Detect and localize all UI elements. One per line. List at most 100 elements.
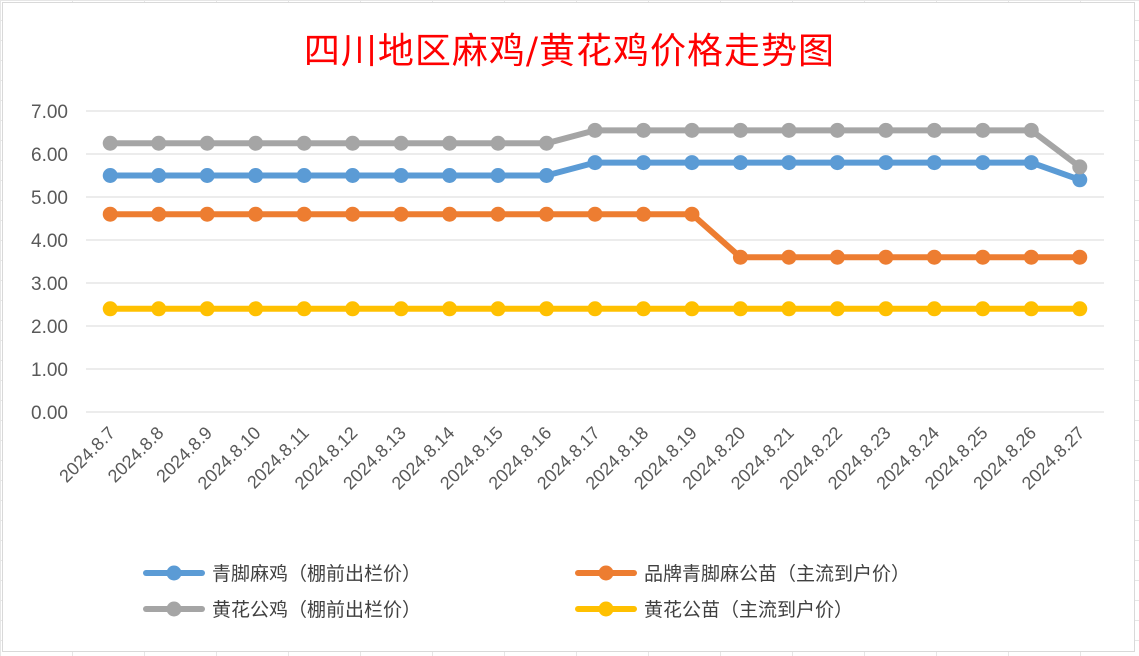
data-point	[829, 249, 845, 265]
chart-title: 四川地区麻鸡/黄花鸡价格走势图	[303, 31, 836, 72]
data-point	[345, 168, 361, 183]
data-point	[1023, 249, 1039, 265]
data-point	[781, 122, 797, 138]
y-tick-label: 3.00	[31, 274, 68, 295]
y-axis-tick-labels: 0.00 1.00 2.00 3.00 4.00 5.00 6.00 7.00	[31, 102, 68, 424]
data-point	[1072, 159, 1088, 175]
data-point	[248, 168, 264, 183]
data-point	[1023, 122, 1039, 138]
data-point	[442, 135, 458, 151]
data-point	[539, 135, 555, 151]
data-point	[442, 206, 458, 222]
data-point	[975, 301, 991, 317]
data-point	[393, 135, 409, 151]
data-point	[490, 135, 506, 151]
data-point	[732, 155, 748, 171]
y-tick-label: 6.00	[31, 145, 68, 166]
data-point	[490, 168, 506, 183]
data-point	[635, 206, 651, 222]
data-point	[151, 301, 167, 317]
data-point	[102, 135, 118, 151]
data-point	[926, 155, 942, 171]
legend-label: 黄花公鸡（棚前出栏价）	[212, 599, 421, 621]
y-tick-label: 0.00	[31, 403, 68, 424]
data-point	[587, 155, 603, 171]
data-point	[829, 301, 845, 317]
legend-marker	[166, 565, 182, 581]
y-tick-label: 1.00	[31, 360, 68, 381]
data-point	[539, 301, 555, 317]
data-point	[635, 155, 651, 171]
y-tick-label: 5.00	[31, 188, 68, 209]
data-point	[151, 168, 167, 183]
data-point	[635, 301, 651, 317]
data-point	[102, 301, 118, 317]
data-point	[248, 206, 264, 222]
data-point	[248, 135, 264, 151]
data-point	[151, 135, 167, 151]
data-point	[684, 155, 700, 171]
data-point	[975, 249, 991, 265]
data-point	[878, 155, 894, 171]
data-point	[926, 249, 942, 265]
legend-label: 黄花公苗（主流到户价）	[644, 599, 853, 621]
data-point	[878, 122, 894, 138]
data-point	[878, 301, 894, 317]
legend-marker	[598, 601, 614, 617]
data-point	[199, 168, 215, 183]
data-point	[345, 135, 361, 151]
data-point	[732, 122, 748, 138]
y-tick-label: 4.00	[31, 231, 68, 252]
data-point	[151, 206, 167, 222]
data-point	[1023, 301, 1039, 317]
data-point	[393, 168, 409, 183]
data-point	[587, 301, 603, 317]
data-point	[296, 168, 312, 183]
data-point	[587, 122, 603, 138]
gridlines	[86, 110, 1104, 413]
data-point	[345, 206, 361, 222]
data-point	[684, 301, 700, 317]
data-point	[102, 168, 118, 183]
data-point	[393, 301, 409, 317]
data-point	[975, 155, 991, 171]
data-point	[442, 301, 458, 317]
data-point	[199, 301, 215, 317]
data-point	[199, 135, 215, 151]
data-point	[635, 122, 651, 138]
data-point	[490, 301, 506, 317]
y-tick-label: 2.00	[31, 317, 68, 338]
data-point	[1072, 249, 1088, 265]
data-point	[539, 206, 555, 222]
data-point	[296, 206, 312, 222]
data-point	[684, 206, 700, 222]
data-point	[490, 206, 506, 222]
data-point	[732, 249, 748, 265]
data-point	[781, 155, 797, 171]
data-point	[975, 122, 991, 138]
data-point	[781, 301, 797, 317]
legend-marker	[166, 601, 182, 617]
legend: 青脚麻鸡（棚前出栏价） 品牌青脚麻公苗（主流到户价） 黄花公鸡（棚前出栏价） 黄花公苗…	[143, 563, 910, 621]
series-lines	[102, 122, 1088, 317]
data-point	[199, 206, 215, 222]
data-point	[296, 135, 312, 151]
y-tick-label: 7.00	[31, 102, 68, 123]
data-point	[1072, 301, 1088, 317]
data-point	[829, 122, 845, 138]
data-point	[393, 206, 409, 222]
data-point	[878, 249, 894, 265]
data-point	[1023, 155, 1039, 171]
data-point	[296, 301, 312, 317]
legend-label: 品牌青脚麻公苗（主流到户价）	[644, 563, 910, 585]
data-point	[829, 155, 845, 171]
data-point	[684, 122, 700, 138]
data-point	[539, 168, 555, 183]
x-axis-tick-labels: 2024.8.72024.8.82024.8.92024.8.102024.8.…	[55, 423, 1088, 494]
data-point	[587, 206, 603, 222]
data-point	[442, 168, 458, 183]
data-point	[926, 301, 942, 317]
data-point	[345, 301, 361, 317]
